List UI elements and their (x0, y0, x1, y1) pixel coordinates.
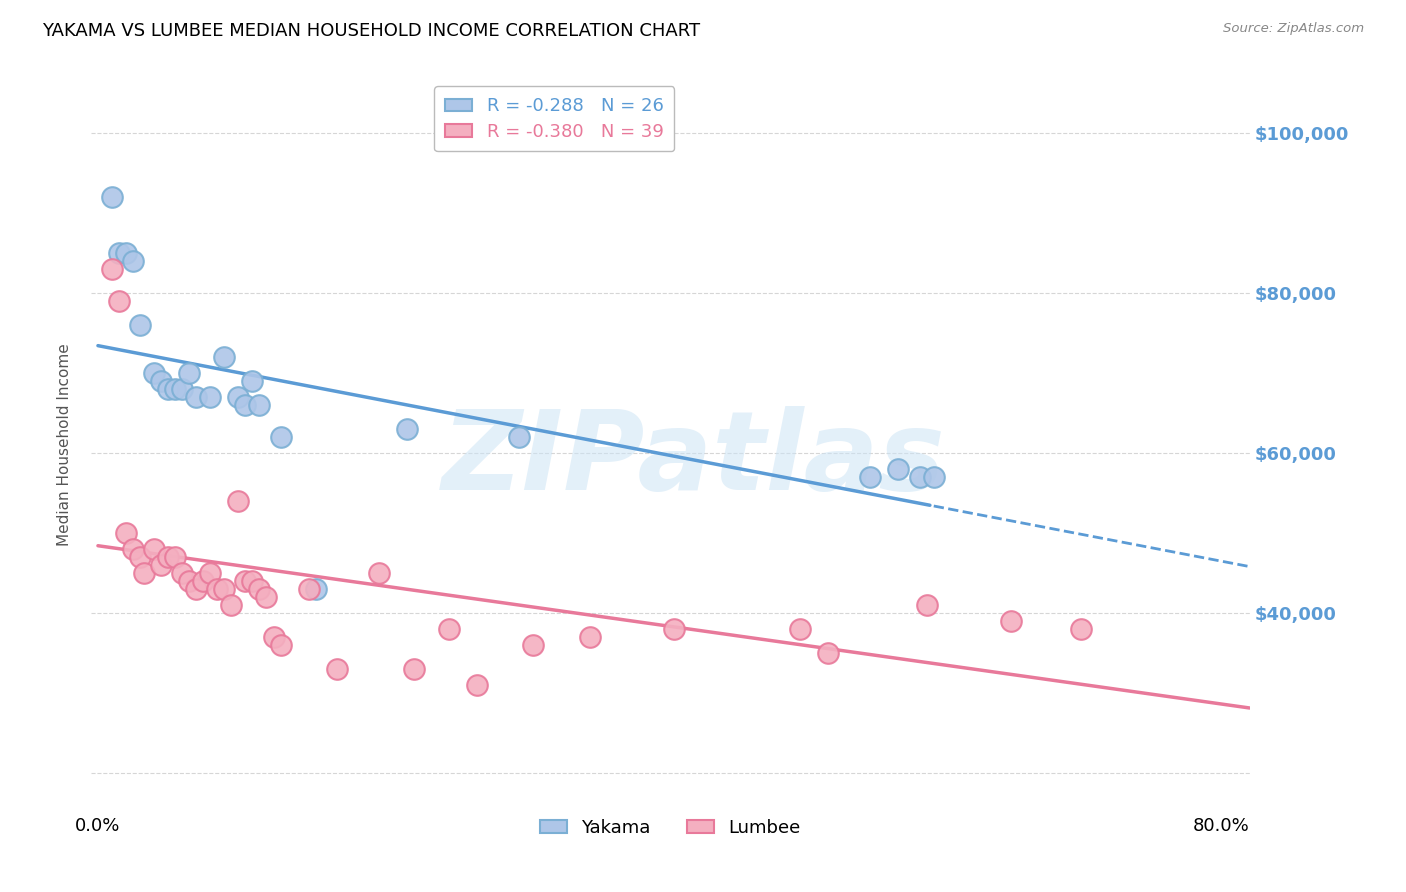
Point (165, 549, 187, 564)
Point (228, 390, 250, 404)
Point (508, 430, 530, 444)
Point (325, 662, 347, 676)
Point (150, 558, 173, 572)
Point (157, 549, 180, 564)
Point (186, 390, 208, 404)
Point (1000, 614, 1022, 628)
Point (108, 294, 131, 309)
Point (186, 582, 208, 596)
Point (115, 246, 138, 260)
Point (249, 582, 271, 596)
Point (789, 622, 811, 636)
Point (129, 318, 152, 333)
Y-axis label: Median Household Income: Median Household Income (58, 343, 72, 547)
Point (115, 525, 138, 540)
Point (157, 382, 180, 396)
Point (242, 374, 264, 388)
Point (143, 366, 166, 380)
Point (214, 350, 236, 364)
Point (437, 622, 460, 636)
Point (256, 590, 278, 604)
Point (122, 254, 145, 268)
Point (221, 598, 243, 612)
Point (235, 398, 257, 412)
Point (165, 382, 187, 396)
Point (402, 662, 425, 676)
Text: YAKAMA VS LUMBEE MEDIAN HOUSEHOLD INCOME CORRELATION CHART: YAKAMA VS LUMBEE MEDIAN HOUSEHOLD INCOME… (42, 22, 700, 40)
Point (228, 494, 250, 508)
Point (172, 382, 194, 396)
Point (578, 630, 600, 644)
Point (214, 582, 236, 596)
Point (207, 582, 229, 596)
Point (859, 470, 882, 484)
Point (200, 390, 222, 404)
Point (817, 646, 839, 660)
Point (662, 622, 685, 636)
Point (249, 398, 271, 412)
Point (270, 638, 292, 652)
Point (179, 574, 201, 588)
Point (134, 566, 156, 580)
Point (108, 246, 131, 260)
Point (297, 582, 319, 596)
Point (235, 574, 257, 588)
Point (1070, 622, 1092, 636)
Point (304, 582, 326, 596)
Point (242, 574, 264, 588)
Point (193, 574, 215, 588)
Point (101, 190, 124, 204)
Point (129, 549, 152, 564)
Point (915, 598, 938, 612)
Point (122, 541, 145, 556)
Point (150, 374, 173, 388)
Point (395, 422, 418, 436)
Text: Source: ZipAtlas.com: Source: ZipAtlas.com (1223, 22, 1364, 36)
Point (922, 470, 945, 484)
Point (908, 470, 931, 484)
Point (172, 566, 194, 580)
Legend: Yakama, Lumbee: Yakama, Lumbee (533, 812, 808, 844)
Point (522, 638, 544, 652)
Point (465, 678, 488, 692)
Point (263, 630, 285, 644)
Point (200, 566, 222, 580)
Point (887, 462, 910, 476)
Point (101, 262, 124, 277)
Point (143, 541, 166, 556)
Point (179, 366, 201, 380)
Point (270, 430, 292, 444)
Point (367, 566, 389, 580)
Text: ZIPatlas: ZIPatlas (441, 406, 945, 513)
